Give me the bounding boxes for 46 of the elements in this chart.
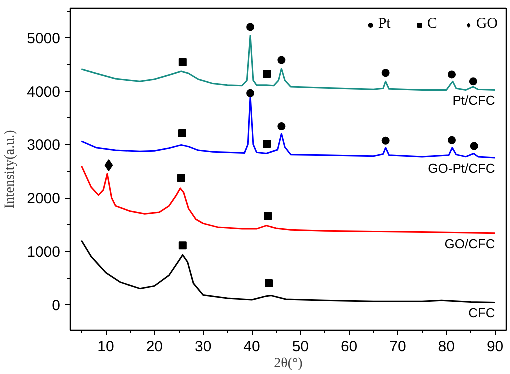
point bbox=[264, 212, 272, 220]
x-tick-label: 80 bbox=[438, 338, 455, 356]
line-series bbox=[80, 34, 496, 91]
legend-label: C bbox=[427, 16, 438, 33]
point bbox=[246, 89, 255, 98]
point bbox=[178, 242, 187, 250]
point bbox=[265, 280, 274, 288]
x-axis-title: 2θ(°) bbox=[274, 356, 304, 372]
x-tick-label: 60 bbox=[340, 338, 358, 356]
legend-label: GO bbox=[476, 16, 498, 33]
point bbox=[178, 58, 187, 66]
point bbox=[263, 70, 272, 78]
line-series bbox=[80, 165, 496, 234]
y-tick-label: 2000 bbox=[27, 190, 61, 208]
x-tick-label: 20 bbox=[146, 338, 164, 356]
y-tick-label: 5000 bbox=[27, 30, 61, 48]
y-tick-label: 0 bbox=[52, 297, 60, 314]
legend-label: Pt bbox=[378, 16, 392, 33]
series-label: GO-Pt/CFC bbox=[428, 161, 496, 176]
y-tick-label: 4000 bbox=[27, 84, 61, 101]
point bbox=[278, 122, 286, 131]
point bbox=[382, 136, 390, 145]
series-label: Pt/CFC bbox=[452, 93, 496, 108]
point bbox=[448, 136, 456, 144]
line-series bbox=[80, 240, 496, 304]
point bbox=[263, 140, 272, 148]
x-tick-label: 40 bbox=[244, 338, 260, 356]
point bbox=[246, 23, 255, 32]
point bbox=[104, 159, 114, 172]
y-tick-label: 3000 bbox=[27, 137, 61, 154]
y-tick-label: 1000 bbox=[27, 244, 61, 261]
point bbox=[469, 78, 478, 86]
series-label: GO/CFC bbox=[444, 236, 496, 252]
point bbox=[470, 142, 478, 150]
point bbox=[177, 174, 186, 182]
x-tick-label: 70 bbox=[390, 338, 406, 356]
point bbox=[278, 56, 286, 64]
y-axis-title: Intensity(a.u.) bbox=[3, 130, 18, 209]
x-tick-label: 30 bbox=[195, 338, 212, 356]
x-tick-label: 10 bbox=[98, 338, 114, 356]
point bbox=[382, 69, 390, 78]
point bbox=[448, 70, 456, 79]
x-tick-label: 90 bbox=[486, 338, 504, 356]
series-label: CFC bbox=[468, 306, 496, 321]
point bbox=[178, 129, 186, 138]
x-tick-label: 50 bbox=[292, 338, 310, 356]
